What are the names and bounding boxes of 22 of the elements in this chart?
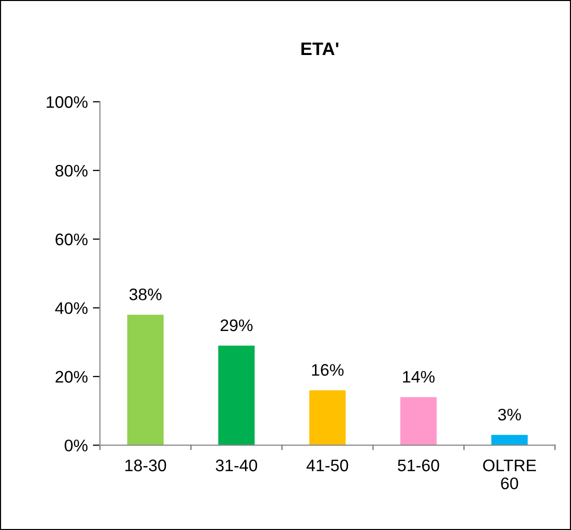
chart-title: ETA': [301, 42, 338, 56]
y-tick-label: 80%: [55, 164, 88, 177]
bar: [400, 397, 437, 446]
data-label: 14%: [403, 370, 435, 383]
bar: [309, 390, 346, 446]
data-label: 29%: [220, 319, 253, 332]
y-tick-label: 100%: [46, 96, 88, 108]
data-label: 38%: [129, 288, 162, 300]
y-tick-label: 20%: [56, 370, 88, 383]
bar: [218, 346, 255, 446]
x-tick-label: 31-40: [216, 460, 258, 472]
x-tick-label: 41-50: [306, 460, 348, 472]
x-tick-label: 51-60: [398, 460, 440, 472]
x-tick-label: OLTRE 60: [483, 460, 536, 490]
bar: [491, 434, 528, 446]
y-tick-label: 40%: [55, 302, 88, 314]
x-tick-label: 18-30: [125, 460, 166, 472]
y-tick-label: 0%: [64, 440, 88, 452]
data-label: 16%: [312, 364, 344, 376]
data-label: 3%: [498, 408, 521, 420]
y-tick-label: 60%: [56, 234, 88, 246]
bar: [127, 314, 164, 446]
